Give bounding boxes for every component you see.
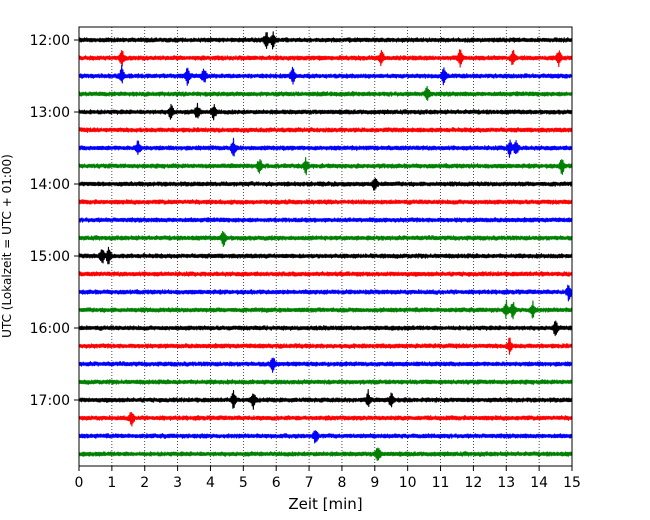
trace-1200: [78, 31, 573, 50]
x-axis: 0 1 2 3 4 5 6 7 8 9 10 11 12 13 14 15: [75, 466, 581, 491]
plot-frame: [78, 26, 573, 467]
trace-1330: [78, 137, 573, 158]
trace-1315: [78, 127, 573, 133]
y-tick-label-1500: 15:00: [30, 249, 70, 265]
trace-1230: [78, 64, 573, 86]
trace-1430: [78, 217, 573, 223]
y-tick-label-1200: 12:00: [30, 33, 70, 49]
trace-1530: [78, 284, 573, 302]
x-tick-label-11: 11: [432, 475, 450, 491]
x-tick-label-14: 14: [530, 475, 548, 491]
trace-1515: [78, 271, 573, 277]
x-tick-label-6: 6: [272, 475, 281, 491]
trace-1730: [78, 430, 573, 444]
trace-1715: [78, 411, 573, 427]
y-tick-label-1400: 14:00: [30, 177, 70, 193]
trace-1345: [78, 156, 573, 176]
trace-1500: [78, 246, 573, 265]
trace-1415: [78, 199, 573, 205]
trace-1215: [78, 49, 573, 68]
x-tick-label-15: 15: [563, 475, 581, 491]
trace-1615: [78, 337, 573, 355]
trace-1630: [78, 357, 573, 373]
x-tick-label-13: 13: [497, 475, 515, 491]
y-axis: 12:00 13:00 14:00 15:00 16:00 17:00: [30, 33, 79, 409]
x-tick-label-2: 2: [140, 475, 149, 491]
y-tick-label-1700: 17:00: [30, 393, 70, 409]
x-gridlines: [111, 27, 540, 466]
x-axis-label: Zeit [min]: [288, 495, 362, 513]
x-tick-label-10: 10: [399, 475, 417, 491]
trace-1245: [78, 85, 573, 101]
trace-1645: [78, 379, 573, 385]
x-tick-label-8: 8: [337, 475, 346, 491]
trace-1600: [78, 320, 573, 337]
trace-1400: [78, 177, 573, 191]
trace-1745: [78, 447, 573, 462]
x-tick-label-4: 4: [206, 475, 215, 491]
x-tick-label-1: 1: [107, 475, 116, 491]
x-tick-label-9: 9: [370, 475, 379, 491]
trace-1300: [78, 102, 573, 121]
x-tick-label-5: 5: [239, 475, 248, 491]
y-tick-label-1600: 16:00: [30, 321, 70, 337]
trace-1445: [78, 230, 573, 247]
x-tick-label-7: 7: [305, 475, 314, 491]
y-axis-label: UTC (Lokalzeit = UTC + 01:00): [0, 154, 14, 338]
seismic-traces: [78, 31, 573, 462]
x-tick-label-0: 0: [75, 475, 84, 491]
x-tick-label-3: 3: [173, 475, 182, 491]
trace-1545: [78, 299, 573, 320]
x-tick-label-12: 12: [464, 475, 482, 491]
trace-1700: [78, 388, 573, 410]
y-tick-label-1300: 13:00: [30, 105, 70, 121]
